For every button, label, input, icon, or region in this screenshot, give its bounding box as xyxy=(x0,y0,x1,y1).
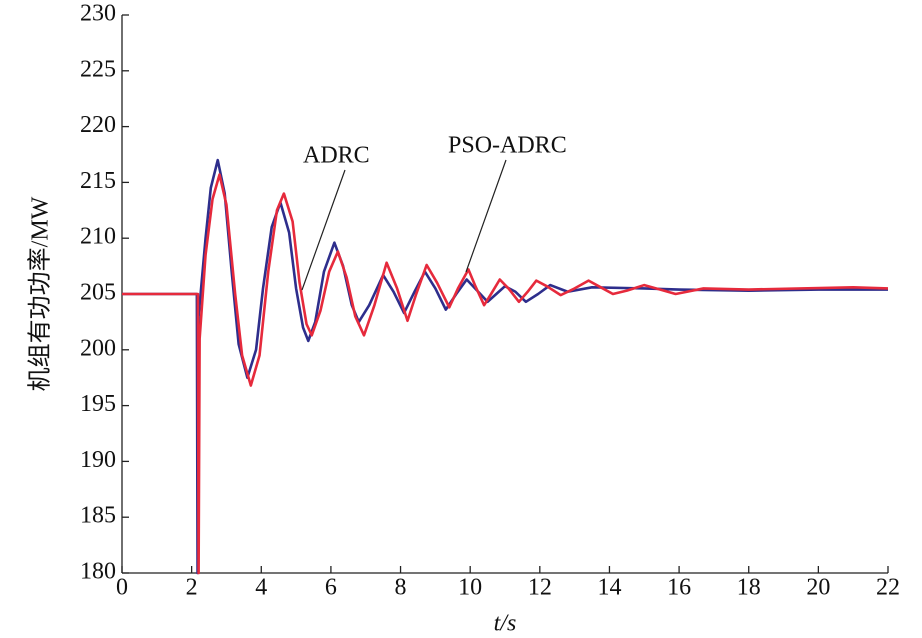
y-tick-label: 210 xyxy=(80,224,116,250)
x-tick-label: 8 xyxy=(395,575,407,601)
annotation: ADRC xyxy=(303,143,370,169)
y-axis-label: 机组有功功率/MW xyxy=(27,196,54,391)
annotation: PSO-ADRC xyxy=(448,133,567,159)
y-tick-label: 215 xyxy=(80,168,116,194)
y-tick-label: 225 xyxy=(80,56,116,82)
x-tick-label: 12 xyxy=(528,575,552,601)
x-tick-label: 20 xyxy=(806,575,830,601)
line-series xyxy=(122,158,888,575)
x-tick-label: 18 xyxy=(737,575,761,601)
y-tick-label: 180 xyxy=(80,559,116,585)
x-tick-label: 4 xyxy=(255,575,267,601)
y-tick-label: 185 xyxy=(80,503,116,529)
annotation-leader xyxy=(465,159,507,273)
y-tick-label: 220 xyxy=(80,112,116,138)
annotation-leader xyxy=(301,169,346,291)
x-tick-label: 2 xyxy=(186,575,198,601)
y-tick-label: 205 xyxy=(80,280,116,306)
y-tick-label: 230 xyxy=(80,1,116,27)
y-tick-label: 190 xyxy=(80,447,116,473)
x-tick-label: 22 xyxy=(876,575,900,601)
x-axis-label: t/s xyxy=(494,611,517,637)
y-tick-label: 200 xyxy=(80,335,116,361)
x-tick-label: 14 xyxy=(597,575,621,601)
x-tick-label: 10 xyxy=(458,575,482,601)
y-tick-label: 195 xyxy=(80,391,116,417)
line-series xyxy=(122,173,888,575)
x-tick-label: 0 xyxy=(116,575,128,601)
x-tick-label: 6 xyxy=(325,575,337,601)
x-tick-label: 16 xyxy=(667,575,691,601)
